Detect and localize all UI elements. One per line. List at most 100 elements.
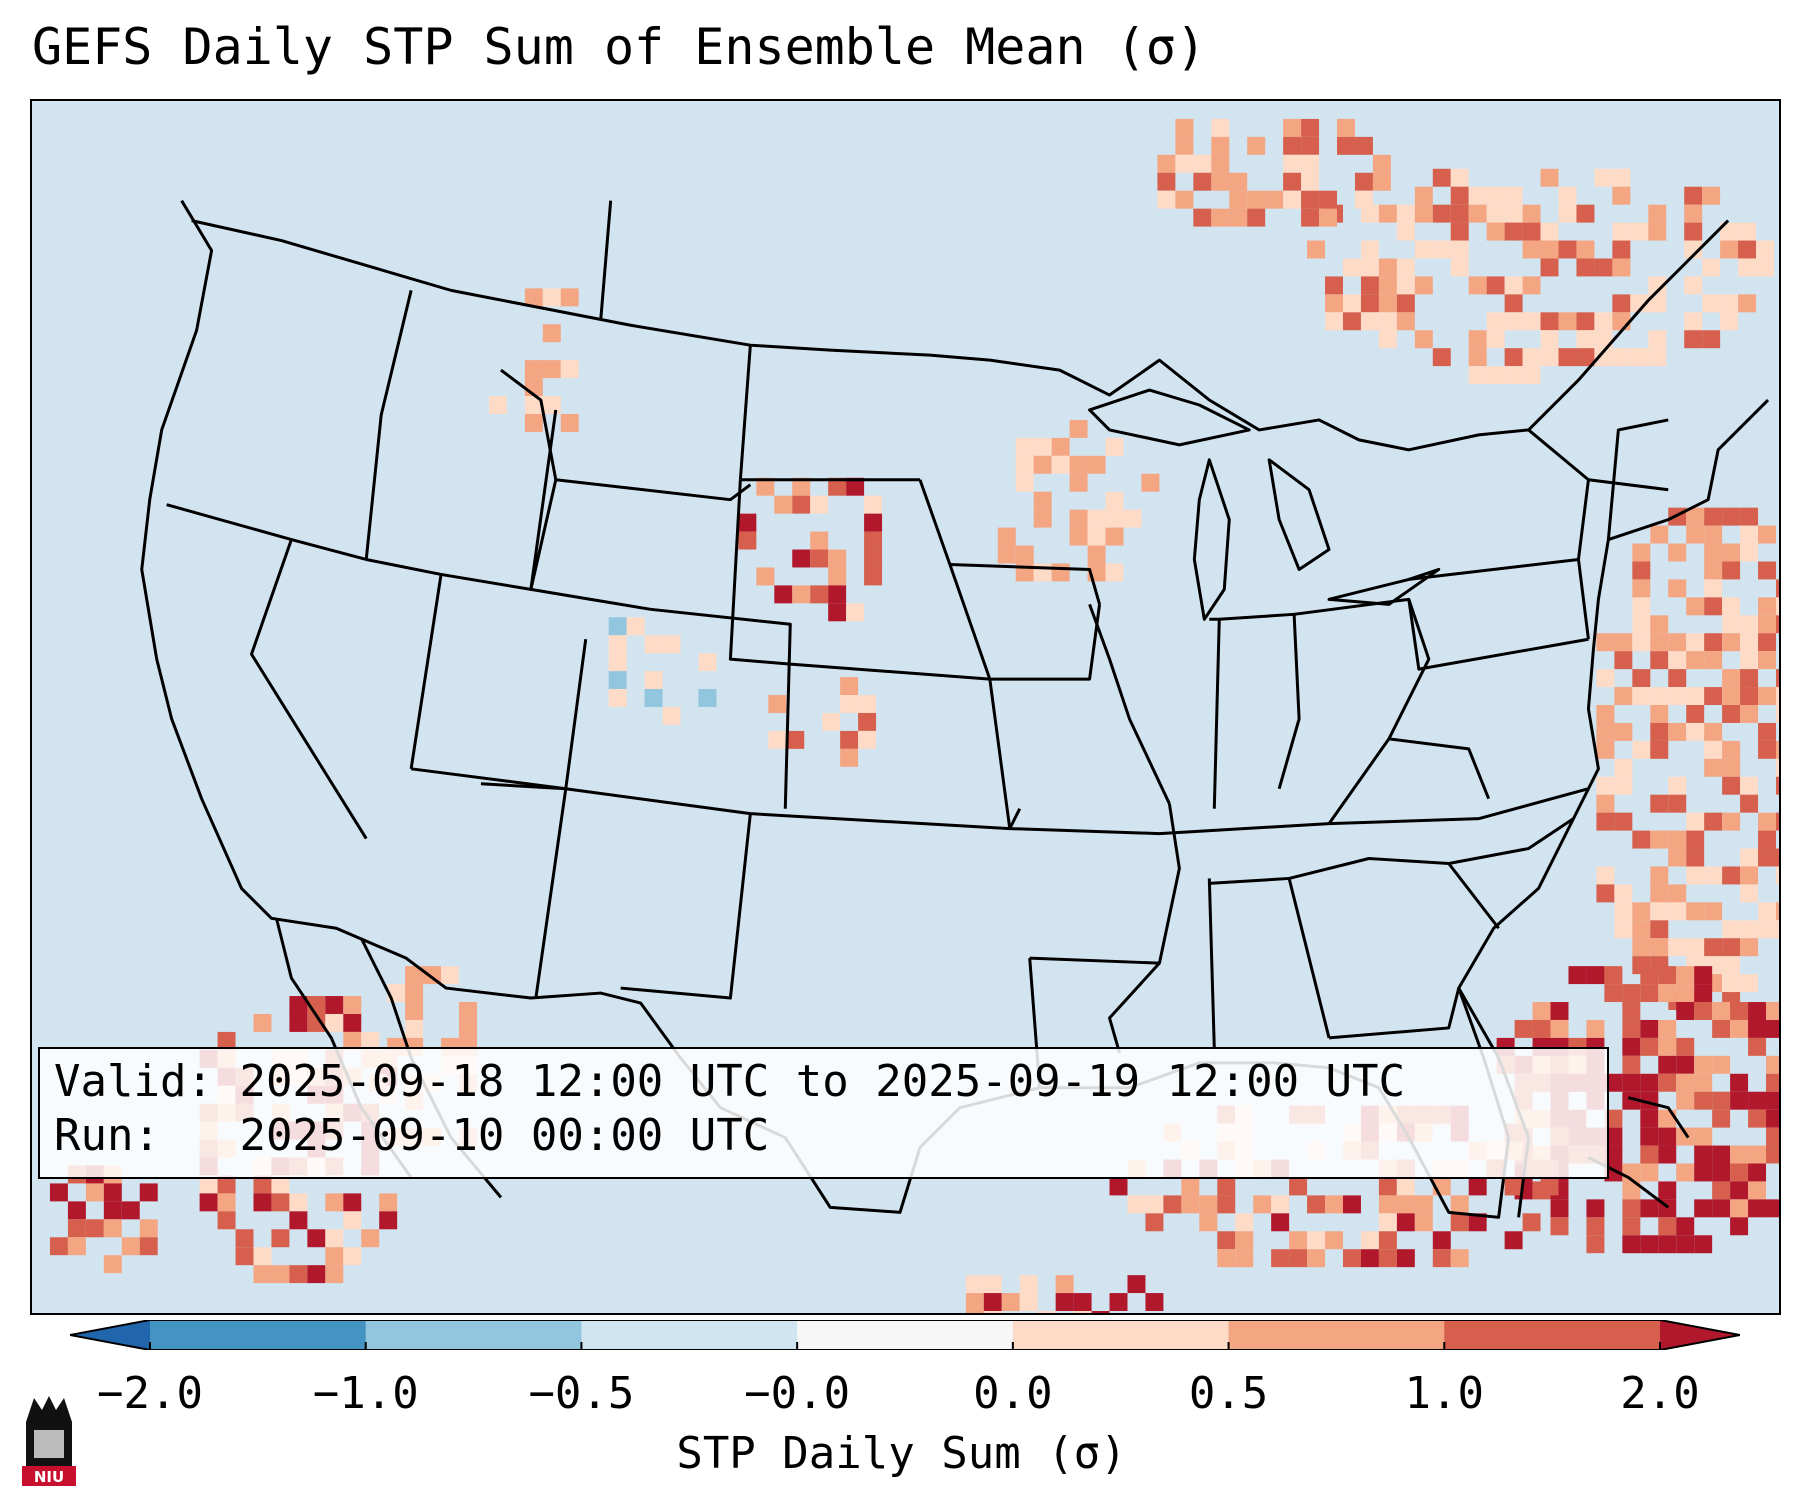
stp-cell	[1776, 740, 1779, 759]
stp-cell	[1015, 473, 1034, 492]
stp-cell	[1432, 1249, 1451, 1268]
niu-logo: NIU	[22, 1396, 76, 1486]
stp-cell	[103, 1255, 122, 1274]
stp-cell	[1378, 204, 1397, 223]
stp-cell	[1776, 758, 1779, 777]
stp-cell	[662, 635, 681, 654]
stp-cell	[828, 603, 847, 622]
stp-cell	[608, 689, 627, 707]
stp-cell	[1301, 172, 1320, 191]
stp-cell	[1776, 920, 1779, 939]
stp-cell	[271, 1193, 290, 1212]
stp-cell	[1650, 920, 1669, 939]
stp-cell	[1055, 1293, 1074, 1312]
stp-cell	[289, 1013, 308, 1032]
stp-cell	[1694, 1235, 1713, 1254]
stp-cell	[325, 996, 344, 1014]
stp-cell	[1450, 1213, 1469, 1232]
colorbar-tick-label: −1.0	[312, 1368, 419, 1419]
stp-cell	[1105, 563, 1124, 582]
stp-cell	[1722, 758, 1741, 777]
stp-cell	[1748, 1019, 1767, 1038]
stp-cell	[1668, 687, 1687, 706]
stp-cell	[1307, 1195, 1326, 1214]
stp-cell	[1648, 204, 1667, 223]
stp-cell	[405, 984, 424, 1003]
stp-cell	[1522, 312, 1541, 331]
stp-cell	[1325, 294, 1343, 313]
stp-cell	[1686, 848, 1705, 867]
stp-cell	[786, 730, 805, 749]
stp-cell	[1702, 330, 1721, 349]
stp-cell	[1596, 740, 1615, 759]
stp-cell	[1396, 1195, 1415, 1214]
stp-cell	[810, 549, 829, 568]
stp-cell	[1087, 509, 1106, 528]
stp-cell	[1157, 154, 1176, 173]
stp-cell	[289, 1193, 308, 1212]
stp-cell	[1740, 525, 1759, 544]
stp-cell	[1640, 1019, 1659, 1038]
stp-cell	[1658, 1019, 1677, 1038]
stp-cell	[1069, 419, 1088, 438]
stp-cell	[1704, 902, 1723, 921]
stp-cell	[253, 1265, 272, 1284]
stp-cell	[1378, 258, 1397, 277]
stp-cell	[1704, 507, 1723, 526]
stp-cell	[1632, 687, 1651, 706]
stp-cell	[1325, 1231, 1343, 1250]
stp-cell	[1087, 545, 1106, 564]
stp-cell	[542, 288, 561, 307]
stp-cell	[1622, 1181, 1641, 1200]
stp-cell	[405, 1002, 424, 1020]
stp-cell	[1450, 240, 1469, 259]
stp-cell	[1596, 633, 1615, 652]
stp-cell	[1640, 984, 1659, 1003]
stp-cell	[1105, 437, 1124, 456]
stp-cell	[1704, 579, 1723, 598]
colorbar-bin	[581, 1320, 798, 1350]
run-label: Run:	[54, 1110, 160, 1161]
stp-cell	[1504, 312, 1523, 331]
stp-cell	[1766, 1091, 1779, 1110]
stp-cell	[1396, 1177, 1415, 1196]
stp-cell	[1668, 722, 1687, 741]
stp-cell	[965, 1311, 984, 1313]
stp-cell	[379, 1193, 398, 1212]
stp-cell	[768, 695, 787, 713]
stp-cell	[1668, 848, 1687, 867]
stp-cell	[1217, 1231, 1236, 1250]
stp-cell	[217, 1175, 236, 1194]
stp-cell	[524, 360, 543, 379]
stp-cell	[1360, 258, 1379, 277]
stp-cell	[1175, 118, 1194, 137]
stp-cell	[1632, 938, 1651, 957]
stp-cell	[840, 695, 859, 713]
stp-cell	[1640, 1037, 1659, 1056]
stp-cell	[103, 1183, 122, 1202]
stp-cell	[1378, 330, 1397, 349]
stp-cell	[1668, 543, 1687, 562]
stp-cell	[1686, 705, 1705, 723]
stp-cell	[235, 1247, 254, 1266]
stp-cell	[1740, 974, 1759, 993]
stp-cell	[67, 1219, 86, 1238]
stp-cell	[217, 1031, 236, 1050]
stp-cell	[1432, 168, 1451, 187]
lake-huron	[1267, 458, 1331, 571]
stp-cell	[1614, 633, 1633, 652]
stp-cell	[1612, 258, 1631, 277]
stp-cell	[1193, 172, 1212, 191]
stp-cell	[1622, 1073, 1641, 1092]
stp-cell	[983, 1275, 1002, 1294]
stp-cell	[1668, 579, 1687, 598]
stp-cell	[1658, 1235, 1677, 1254]
stp-cell	[792, 549, 811, 568]
stp-cell	[1694, 966, 1713, 985]
stp-cell	[1123, 509, 1142, 528]
stp-cell	[662, 707, 681, 725]
stp-cell	[1614, 651, 1633, 670]
stp-cell	[1105, 527, 1124, 546]
stp-cell	[1468, 1177, 1487, 1196]
stp-cell	[217, 1211, 236, 1230]
